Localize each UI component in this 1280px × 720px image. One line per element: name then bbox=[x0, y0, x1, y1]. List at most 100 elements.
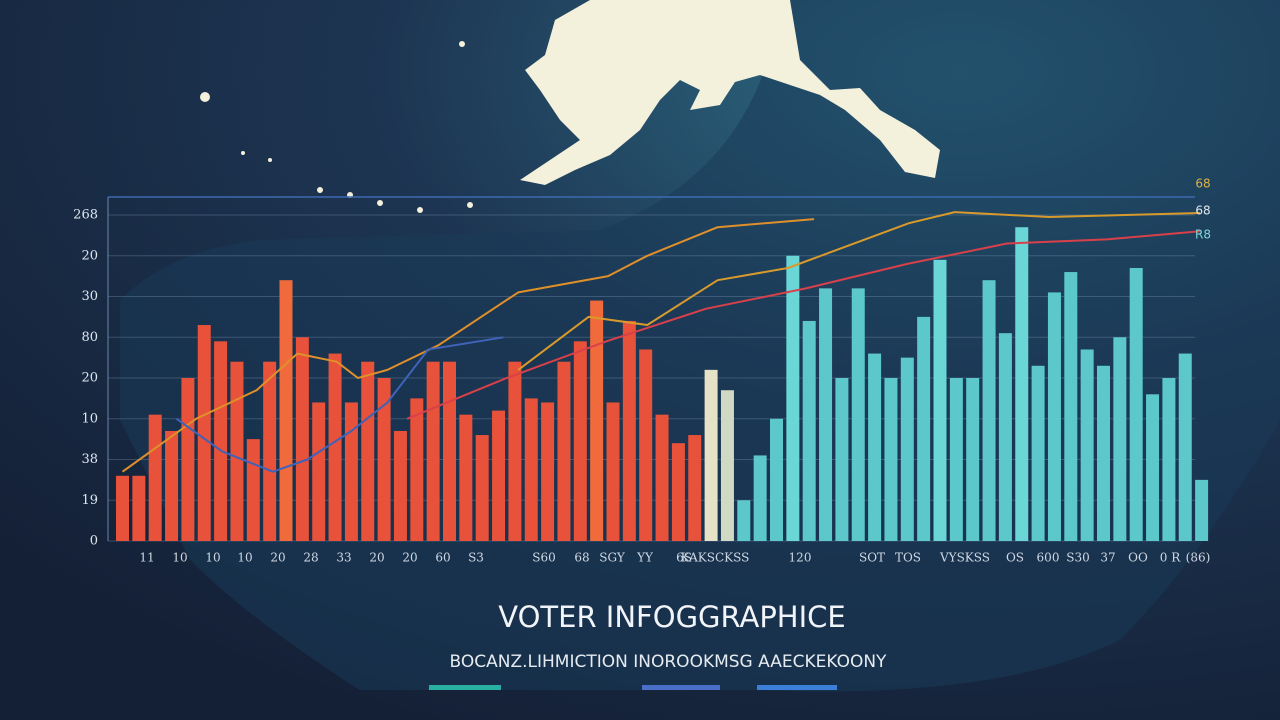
bar bbox=[328, 353, 342, 541]
trend-line bbox=[121, 218, 815, 473]
trend-line bbox=[406, 230, 1201, 420]
bar bbox=[508, 361, 522, 541]
x-tick-label: 0 R bbox=[1160, 551, 1181, 565]
bar bbox=[917, 316, 931, 541]
bar bbox=[214, 341, 228, 541]
end-label: 68 bbox=[1195, 177, 1210, 191]
bar bbox=[165, 430, 179, 541]
bar bbox=[606, 402, 620, 541]
bar bbox=[590, 300, 604, 541]
x-tick-label: SGY bbox=[599, 551, 626, 565]
chart-subtitle: BOCANZ.LIHMICTION INOROOKMSG AAECKEKOONY bbox=[450, 652, 888, 672]
bar bbox=[344, 402, 358, 541]
bar bbox=[622, 320, 636, 541]
bar bbox=[393, 430, 407, 541]
x-tick-label: SOT bbox=[859, 551, 885, 565]
bar bbox=[1080, 349, 1094, 541]
x-tick-label: OO bbox=[1128, 551, 1148, 565]
bar bbox=[720, 390, 734, 541]
x-tick-label: 37 bbox=[1100, 551, 1115, 565]
bar bbox=[1064, 272, 1078, 541]
bar bbox=[1162, 378, 1176, 541]
x-tick-label: 20 bbox=[270, 551, 285, 565]
underline bbox=[642, 685, 720, 690]
end-label: R8 bbox=[1195, 228, 1211, 242]
x-tick-label: 10 bbox=[172, 551, 187, 565]
bar bbox=[279, 280, 293, 541]
trend-line bbox=[175, 336, 504, 473]
x-tick-label: 10 bbox=[237, 551, 252, 565]
map-alaska bbox=[520, 0, 940, 185]
bar bbox=[573, 341, 587, 541]
y-tick-label: 268 bbox=[73, 208, 98, 223]
trend-line bbox=[517, 211, 1201, 371]
bar bbox=[541, 402, 555, 541]
bar bbox=[1097, 365, 1110, 541]
x-tick-label: 68 bbox=[574, 551, 589, 565]
y-tick-label: 80 bbox=[81, 330, 98, 345]
bar bbox=[1015, 227, 1029, 541]
end-label: 68 bbox=[1195, 204, 1210, 218]
x-tick-label: 33 bbox=[336, 551, 351, 565]
bar bbox=[443, 361, 456, 541]
bar bbox=[524, 398, 538, 541]
bar bbox=[655, 414, 669, 541]
bar bbox=[998, 333, 1012, 541]
y-tick-label: 20 bbox=[81, 371, 98, 386]
map-islands bbox=[200, 41, 473, 213]
bar bbox=[671, 443, 685, 541]
x-tick-label: S3 bbox=[468, 551, 484, 565]
plot: 0 19 38 10 20 80 30 20 268 11 10 10 10 20 28 33 20 20 60 S3… bbox=[73, 177, 1211, 565]
x-tick-label: 10 bbox=[205, 551, 220, 565]
y-tick-label: 30 bbox=[81, 289, 98, 304]
bar bbox=[737, 500, 751, 541]
bar bbox=[949, 378, 963, 541]
bar bbox=[688, 435, 702, 541]
underline bbox=[757, 685, 837, 690]
bar bbox=[802, 320, 816, 541]
x-tick-label: 60 bbox=[435, 551, 450, 565]
bar bbox=[770, 418, 783, 541]
bar bbox=[475, 435, 489, 541]
bar bbox=[1047, 292, 1061, 541]
chart-title: VOTER INFOGGRAPHICE bbox=[498, 600, 846, 634]
underline bbox=[429, 685, 501, 690]
bar bbox=[819, 288, 833, 541]
bar bbox=[1113, 337, 1127, 541]
bar bbox=[966, 378, 980, 541]
bar bbox=[132, 475, 146, 541]
bar bbox=[835, 378, 849, 541]
y-tick-label: 10 bbox=[81, 411, 98, 426]
x-tick-label: 28 bbox=[303, 551, 318, 565]
x-tick-label: KAKSCKSS bbox=[681, 551, 750, 565]
x-tick-label: 600 bbox=[1037, 551, 1060, 565]
y-tick-label: 0 bbox=[90, 534, 98, 549]
bar bbox=[704, 369, 718, 541]
bar bbox=[1129, 267, 1143, 541]
bar bbox=[377, 378, 391, 541]
bar bbox=[753, 455, 767, 541]
x-tick-label: YY bbox=[636, 551, 654, 565]
bar bbox=[639, 349, 653, 541]
bar bbox=[295, 337, 309, 541]
bar bbox=[900, 357, 914, 541]
x-tick-label: 20 bbox=[369, 551, 384, 565]
bar bbox=[884, 378, 898, 541]
bar bbox=[1178, 353, 1192, 541]
bar bbox=[557, 361, 571, 541]
bar bbox=[312, 402, 326, 541]
bar bbox=[148, 414, 162, 541]
bar bbox=[116, 475, 129, 541]
x-tick-label: S60 bbox=[532, 551, 556, 565]
x-tick-label: S30 bbox=[1066, 551, 1090, 565]
bar bbox=[786, 255, 800, 541]
bar bbox=[181, 378, 195, 541]
bar bbox=[246, 439, 260, 541]
bar bbox=[197, 325, 211, 541]
bar bbox=[1195, 479, 1209, 541]
bar bbox=[459, 414, 473, 541]
x-tick-label: 11 bbox=[139, 551, 154, 565]
bar bbox=[426, 361, 440, 541]
